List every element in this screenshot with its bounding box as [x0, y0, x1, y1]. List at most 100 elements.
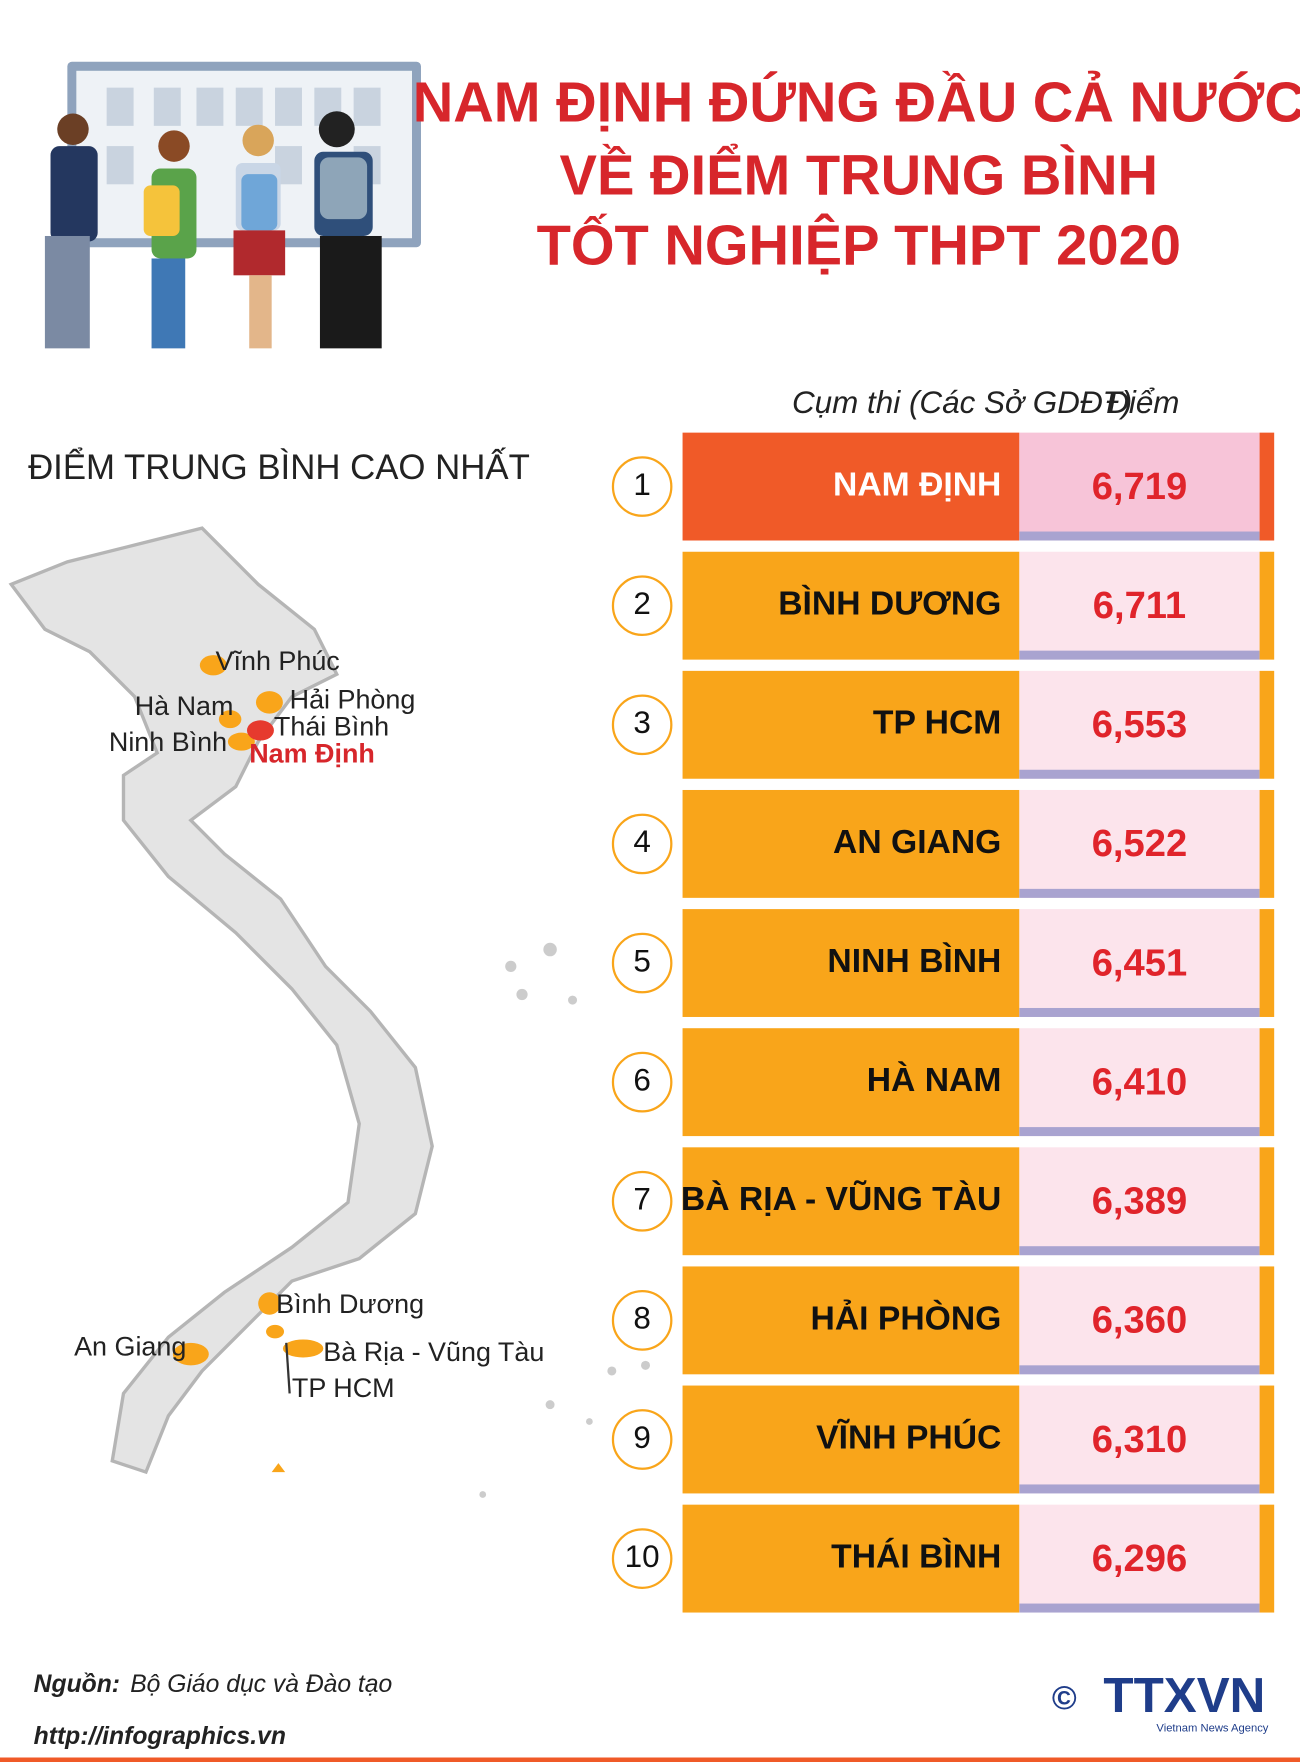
rank: 7 [633, 1182, 650, 1217]
column-header: Điểm [1106, 385, 1179, 420]
row-separator [1019, 1246, 1260, 1256]
row-separator [1019, 769, 1260, 779]
rank-badge [611, 575, 673, 637]
province: AN GIANG [833, 824, 1001, 861]
name-cell [682, 789, 1020, 898]
row-edge [1259, 1504, 1275, 1613]
score: 6,296 [1092, 1537, 1187, 1580]
map-label: Bà Rịa - Vũng Tàu [323, 1337, 544, 1367]
province: BÌNH DƯƠNG [778, 585, 1001, 623]
province: HÀ NAM [867, 1061, 1002, 1099]
rank-badge [611, 1290, 673, 1351]
map-label: TP HCM [292, 1373, 395, 1403]
rank: 3 [633, 705, 650, 740]
rank-badge [611, 1170, 673, 1232]
rank: 4 [633, 824, 650, 859]
map-label: An Giang [74, 1332, 186, 1362]
rank: 5 [633, 943, 650, 978]
rank: 8 [633, 1301, 650, 1336]
row-edge [1259, 789, 1275, 898]
rank-badge [611, 813, 673, 875]
source: Bộ Giáo dục và Đào tạo [130, 1671, 392, 1698]
title-line: VỀ ĐIỂM TRUNG BÌNH [560, 144, 1159, 207]
row-edge [1259, 1028, 1275, 1137]
rank: 6 [633, 1062, 650, 1097]
rank-badge [611, 1528, 673, 1589]
province: TP HCM [873, 705, 1001, 742]
row-edge [1259, 670, 1275, 779]
rank: 1 [633, 467, 650, 502]
title-line: NAM ĐỊNH ĐỨNG ĐẦU CẢ NƯỚC [413, 71, 1300, 134]
vietnam-map [8, 526, 650, 1498]
row-edge [1259, 551, 1275, 660]
map-label: Vĩnh Phúc [216, 646, 340, 676]
map-label: Hải Phòng [290, 684, 416, 714]
row-separator [1019, 1007, 1260, 1017]
map-label: Ninh Bình [109, 727, 227, 757]
score-cell [1019, 1147, 1260, 1256]
province: VĨNH PHÚC [816, 1418, 1001, 1456]
score: 6,553 [1092, 703, 1187, 746]
score-cell [1019, 551, 1260, 660]
map-label: Bình Dương [276, 1289, 424, 1319]
rank-badge [611, 456, 673, 517]
province: NINH BÌNH [827, 942, 1001, 980]
row-separator [1019, 1484, 1260, 1494]
score-cell [1019, 670, 1260, 779]
copyright: © [1052, 1680, 1077, 1717]
rank-badge [611, 694, 673, 756]
score: 6,522 [1092, 822, 1187, 865]
name-cell [682, 670, 1020, 779]
score-cell [1019, 909, 1260, 1017]
logo-subtitle: Vietnam News Agency [1156, 1722, 1268, 1734]
map-label: Hà Nam [135, 691, 234, 721]
row-separator [1019, 1603, 1260, 1613]
name-cell [682, 1385, 1020, 1494]
score: 6,719 [1092, 465, 1187, 508]
row-edge [1259, 1266, 1275, 1375]
province: BÀ RỊA - VŨNG TÀU [681, 1180, 1001, 1218]
column-header: Cụm thi (Các Sở GDĐT) [792, 385, 1132, 420]
row-separator [1019, 531, 1260, 541]
score-cell [1019, 1028, 1260, 1137]
rank: 9 [633, 1420, 650, 1455]
name-cell [682, 551, 1020, 660]
title-line: TỐT NGHIỆP THPT 2020 [537, 213, 1181, 276]
row-separator [1019, 650, 1260, 660]
province: NAM ĐỊNH [833, 466, 1001, 503]
name-cell [682, 1147, 1020, 1256]
score-cell [1019, 1266, 1260, 1375]
map-title: ĐIỂM TRUNG BÌNH CAO NHẤT [28, 447, 530, 487]
score-cell [1019, 432, 1260, 541]
score-cell [1019, 1504, 1260, 1613]
map-label: Thái Bình [274, 711, 389, 741]
source-label: Nguồn: [34, 1671, 120, 1698]
row-edge [1259, 1385, 1275, 1494]
row-separator [1019, 1365, 1260, 1375]
score: 6,310 [1092, 1418, 1187, 1461]
score: 6,410 [1092, 1060, 1187, 1103]
rank: 10 [625, 1539, 660, 1574]
score: 6,360 [1092, 1299, 1187, 1342]
score-cell [1019, 789, 1260, 898]
rank-badge [611, 1051, 673, 1113]
row-separator [1019, 888, 1260, 898]
province: HẢI PHÒNG [811, 1299, 1002, 1337]
row-separator [1019, 1127, 1260, 1137]
row-edge [1259, 432, 1275, 541]
rank-badge [611, 1409, 673, 1470]
map-label: Nam Định [249, 738, 375, 768]
name-cell [682, 1028, 1020, 1137]
score: 6,389 [1092, 1180, 1187, 1223]
row-edge [1259, 909, 1275, 1017]
score: 6,711 [1093, 584, 1186, 627]
rank: 2 [633, 586, 650, 621]
url: http://infographics.vn [34, 1723, 286, 1750]
score: 6,451 [1092, 941, 1187, 984]
illustration [44, 61, 421, 349]
score-cell [1019, 1385, 1260, 1494]
row-edge [1259, 1147, 1275, 1256]
province: THÁI BÌNH [831, 1538, 1001, 1576]
